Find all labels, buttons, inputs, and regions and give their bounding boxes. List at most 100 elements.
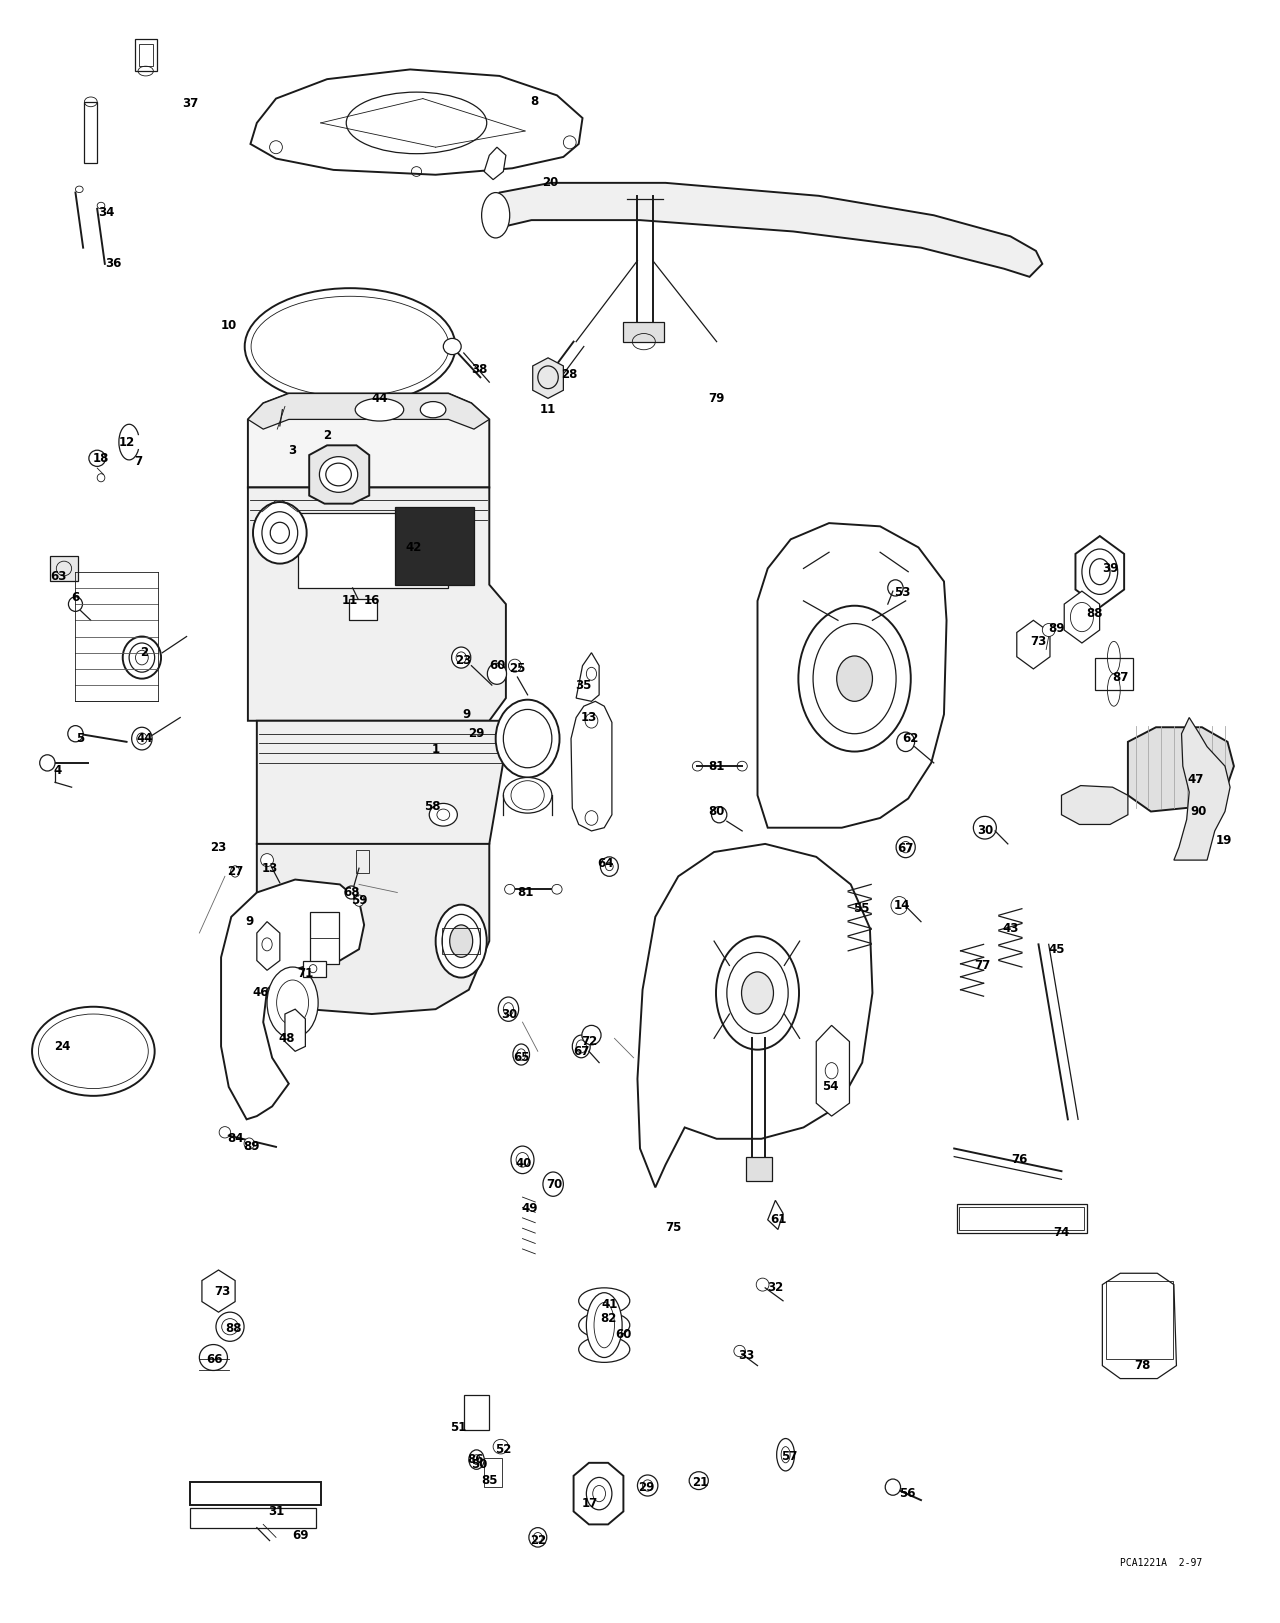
Text: 12: 12 xyxy=(119,435,134,448)
Text: 49: 49 xyxy=(522,1203,539,1216)
Ellipse shape xyxy=(268,967,319,1039)
Text: 29: 29 xyxy=(468,727,485,740)
Text: 67: 67 xyxy=(897,842,914,855)
Text: 56: 56 xyxy=(899,1487,915,1500)
Text: 40: 40 xyxy=(516,1157,532,1170)
Text: 50: 50 xyxy=(471,1457,488,1470)
Bar xyxy=(1094,657,1133,690)
Text: 81: 81 xyxy=(517,886,534,899)
Text: 27: 27 xyxy=(227,865,243,878)
Text: 69: 69 xyxy=(292,1529,308,1542)
Ellipse shape xyxy=(637,1475,658,1496)
Text: 37: 37 xyxy=(182,97,198,110)
Bar xyxy=(959,1208,1084,1230)
Polygon shape xyxy=(484,148,506,180)
Polygon shape xyxy=(573,1462,623,1524)
Text: 14: 14 xyxy=(893,899,910,912)
Polygon shape xyxy=(768,1201,783,1230)
Text: 2: 2 xyxy=(323,428,332,441)
Text: 17: 17 xyxy=(582,1496,598,1509)
Ellipse shape xyxy=(123,636,161,678)
Text: 67: 67 xyxy=(573,1045,589,1058)
Polygon shape xyxy=(310,445,369,503)
Ellipse shape xyxy=(529,1527,547,1547)
Text: 34: 34 xyxy=(99,206,114,219)
Text: 85: 85 xyxy=(481,1474,498,1487)
Text: 4: 4 xyxy=(54,764,61,777)
Ellipse shape xyxy=(216,1311,244,1341)
Text: 25: 25 xyxy=(509,662,526,675)
Ellipse shape xyxy=(586,1292,622,1357)
Text: 30: 30 xyxy=(977,824,993,837)
Text: 88: 88 xyxy=(1087,607,1103,620)
Text: 30: 30 xyxy=(502,1008,518,1021)
Ellipse shape xyxy=(261,854,274,867)
Ellipse shape xyxy=(355,398,403,420)
Ellipse shape xyxy=(504,885,515,894)
Polygon shape xyxy=(251,70,582,175)
Text: 45: 45 xyxy=(1048,943,1065,956)
Polygon shape xyxy=(248,393,489,428)
Bar xyxy=(746,1157,772,1182)
Text: 29: 29 xyxy=(639,1480,654,1493)
Text: 43: 43 xyxy=(1002,922,1019,935)
Ellipse shape xyxy=(973,816,996,839)
Ellipse shape xyxy=(503,777,552,813)
Text: 87: 87 xyxy=(1112,670,1129,683)
Text: 8: 8 xyxy=(530,96,538,109)
Polygon shape xyxy=(248,487,506,721)
Text: 24: 24 xyxy=(55,1040,70,1053)
Polygon shape xyxy=(493,183,1042,278)
Text: 20: 20 xyxy=(543,177,558,190)
Text: 80: 80 xyxy=(708,805,724,818)
Text: 74: 74 xyxy=(1053,1227,1070,1240)
Polygon shape xyxy=(532,357,563,398)
Ellipse shape xyxy=(468,1449,484,1469)
Bar xyxy=(1106,1282,1172,1358)
Ellipse shape xyxy=(579,1287,630,1313)
Text: 75: 75 xyxy=(666,1222,681,1235)
Polygon shape xyxy=(202,1271,236,1311)
Ellipse shape xyxy=(572,1035,590,1058)
Text: 70: 70 xyxy=(547,1178,562,1191)
Text: 65: 65 xyxy=(513,1052,530,1065)
Text: 11: 11 xyxy=(540,403,557,415)
Text: 90: 90 xyxy=(1190,805,1206,818)
Polygon shape xyxy=(571,701,612,831)
Ellipse shape xyxy=(712,807,727,823)
Text: 89: 89 xyxy=(1048,622,1065,635)
Text: 22: 22 xyxy=(530,1534,547,1547)
Text: 23: 23 xyxy=(210,841,227,854)
Bar xyxy=(84,102,97,164)
Ellipse shape xyxy=(449,925,472,958)
Ellipse shape xyxy=(600,857,618,876)
Ellipse shape xyxy=(493,1440,508,1454)
Bar xyxy=(623,323,664,341)
Bar xyxy=(311,912,339,964)
Ellipse shape xyxy=(511,1146,534,1173)
Text: 19: 19 xyxy=(1216,834,1231,847)
Text: 62: 62 xyxy=(902,732,919,745)
Text: 79: 79 xyxy=(708,391,724,404)
Text: 13: 13 xyxy=(261,862,278,875)
Ellipse shape xyxy=(68,597,82,612)
Text: 44: 44 xyxy=(136,732,152,745)
Ellipse shape xyxy=(689,1472,708,1490)
Ellipse shape xyxy=(541,365,559,381)
Text: 61: 61 xyxy=(769,1214,786,1227)
Ellipse shape xyxy=(741,972,773,1014)
Text: 11: 11 xyxy=(342,594,358,607)
Text: 89: 89 xyxy=(243,1141,260,1154)
Ellipse shape xyxy=(488,664,507,685)
Ellipse shape xyxy=(443,338,461,354)
Bar xyxy=(136,39,157,71)
Ellipse shape xyxy=(68,725,83,742)
Ellipse shape xyxy=(230,865,239,876)
Ellipse shape xyxy=(837,656,873,701)
Ellipse shape xyxy=(777,1438,795,1470)
Text: 6: 6 xyxy=(72,591,79,604)
Bar xyxy=(463,1394,489,1430)
Bar xyxy=(191,1508,316,1527)
Text: 1: 1 xyxy=(431,743,440,756)
Bar xyxy=(140,44,154,67)
